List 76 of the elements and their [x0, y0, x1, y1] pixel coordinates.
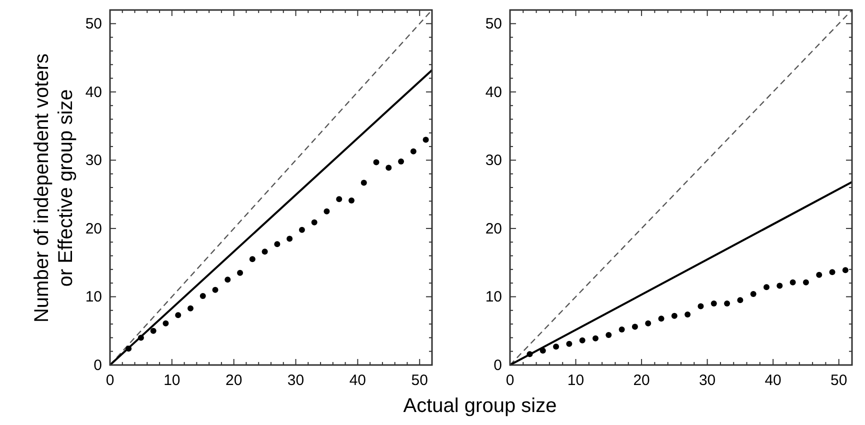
point	[710, 300, 717, 307]
point	[658, 316, 664, 322]
point	[816, 272, 822, 278]
point	[632, 324, 638, 330]
y-axis-title: Number of independent voters or Effective group size	[31, 53, 77, 323]
x-tick-label: 30	[698, 372, 716, 389]
point	[373, 159, 380, 166]
point	[274, 241, 280, 248]
y-tick-label: 30	[485, 152, 502, 170]
point	[298, 226, 305, 233]
point	[410, 148, 416, 154]
point	[348, 197, 354, 204]
point	[200, 293, 206, 300]
point	[386, 164, 392, 171]
point	[360, 180, 367, 186]
point	[540, 348, 546, 354]
point	[764, 284, 770, 290]
point	[150, 328, 156, 334]
point	[618, 326, 625, 332]
point	[286, 236, 293, 242]
point	[684, 311, 691, 318]
x-tick-label: 40	[349, 372, 366, 389]
point	[175, 312, 182, 318]
point	[336, 196, 342, 202]
point	[212, 286, 218, 293]
x-tick-label: 50	[411, 372, 428, 389]
point	[526, 351, 533, 358]
point	[829, 269, 836, 276]
point	[237, 270, 244, 276]
point	[737, 297, 744, 304]
point	[579, 337, 586, 344]
y-tick-label: 40	[85, 84, 102, 101]
x-tick-label: 20	[633, 372, 650, 389]
point	[126, 346, 132, 352]
x-tick-label: 40	[764, 372, 782, 389]
y-tick-label: 20	[85, 220, 102, 238]
x-tick-label: 10	[567, 372, 584, 389]
x-tick-label: 10	[164, 372, 180, 389]
point	[262, 248, 268, 255]
y-tick-label: 0	[94, 357, 102, 374]
point	[249, 256, 256, 262]
point	[698, 303, 704, 310]
point	[671, 312, 678, 319]
x-axis-title: Actual group size	[403, 395, 557, 417]
point	[566, 340, 572, 347]
point	[802, 279, 809, 286]
point	[188, 305, 194, 312]
y-tick-label: 0	[494, 357, 502, 374]
y-tick-label: 20	[485, 220, 502, 238]
point	[324, 208, 330, 214]
point	[311, 219, 318, 226]
point	[553, 344, 560, 350]
point	[224, 276, 231, 283]
x-tick-label: 0	[506, 372, 514, 389]
x-tick-label: 50	[830, 372, 848, 389]
x-tick-label: 30	[287, 372, 304, 389]
y-tick-label: 50	[485, 16, 502, 33]
point	[724, 300, 730, 307]
point	[422, 136, 429, 143]
point	[790, 279, 796, 286]
point	[138, 334, 144, 341]
y-tick-label: 10	[85, 288, 102, 306]
x-tick-label: 0	[106, 372, 114, 389]
y-tick-label: 50	[85, 16, 102, 33]
point	[842, 267, 848, 274]
x-tick-label: 20	[226, 372, 242, 389]
point	[398, 158, 404, 165]
y-tick-label: 30	[85, 152, 102, 170]
point	[750, 291, 756, 297]
point	[645, 320, 652, 326]
y-tick-label: 10	[485, 288, 502, 306]
point	[592, 335, 598, 342]
y-tick-label: 40	[485, 84, 502, 101]
point	[606, 332, 612, 338]
point	[162, 320, 169, 326]
point	[776, 282, 783, 289]
